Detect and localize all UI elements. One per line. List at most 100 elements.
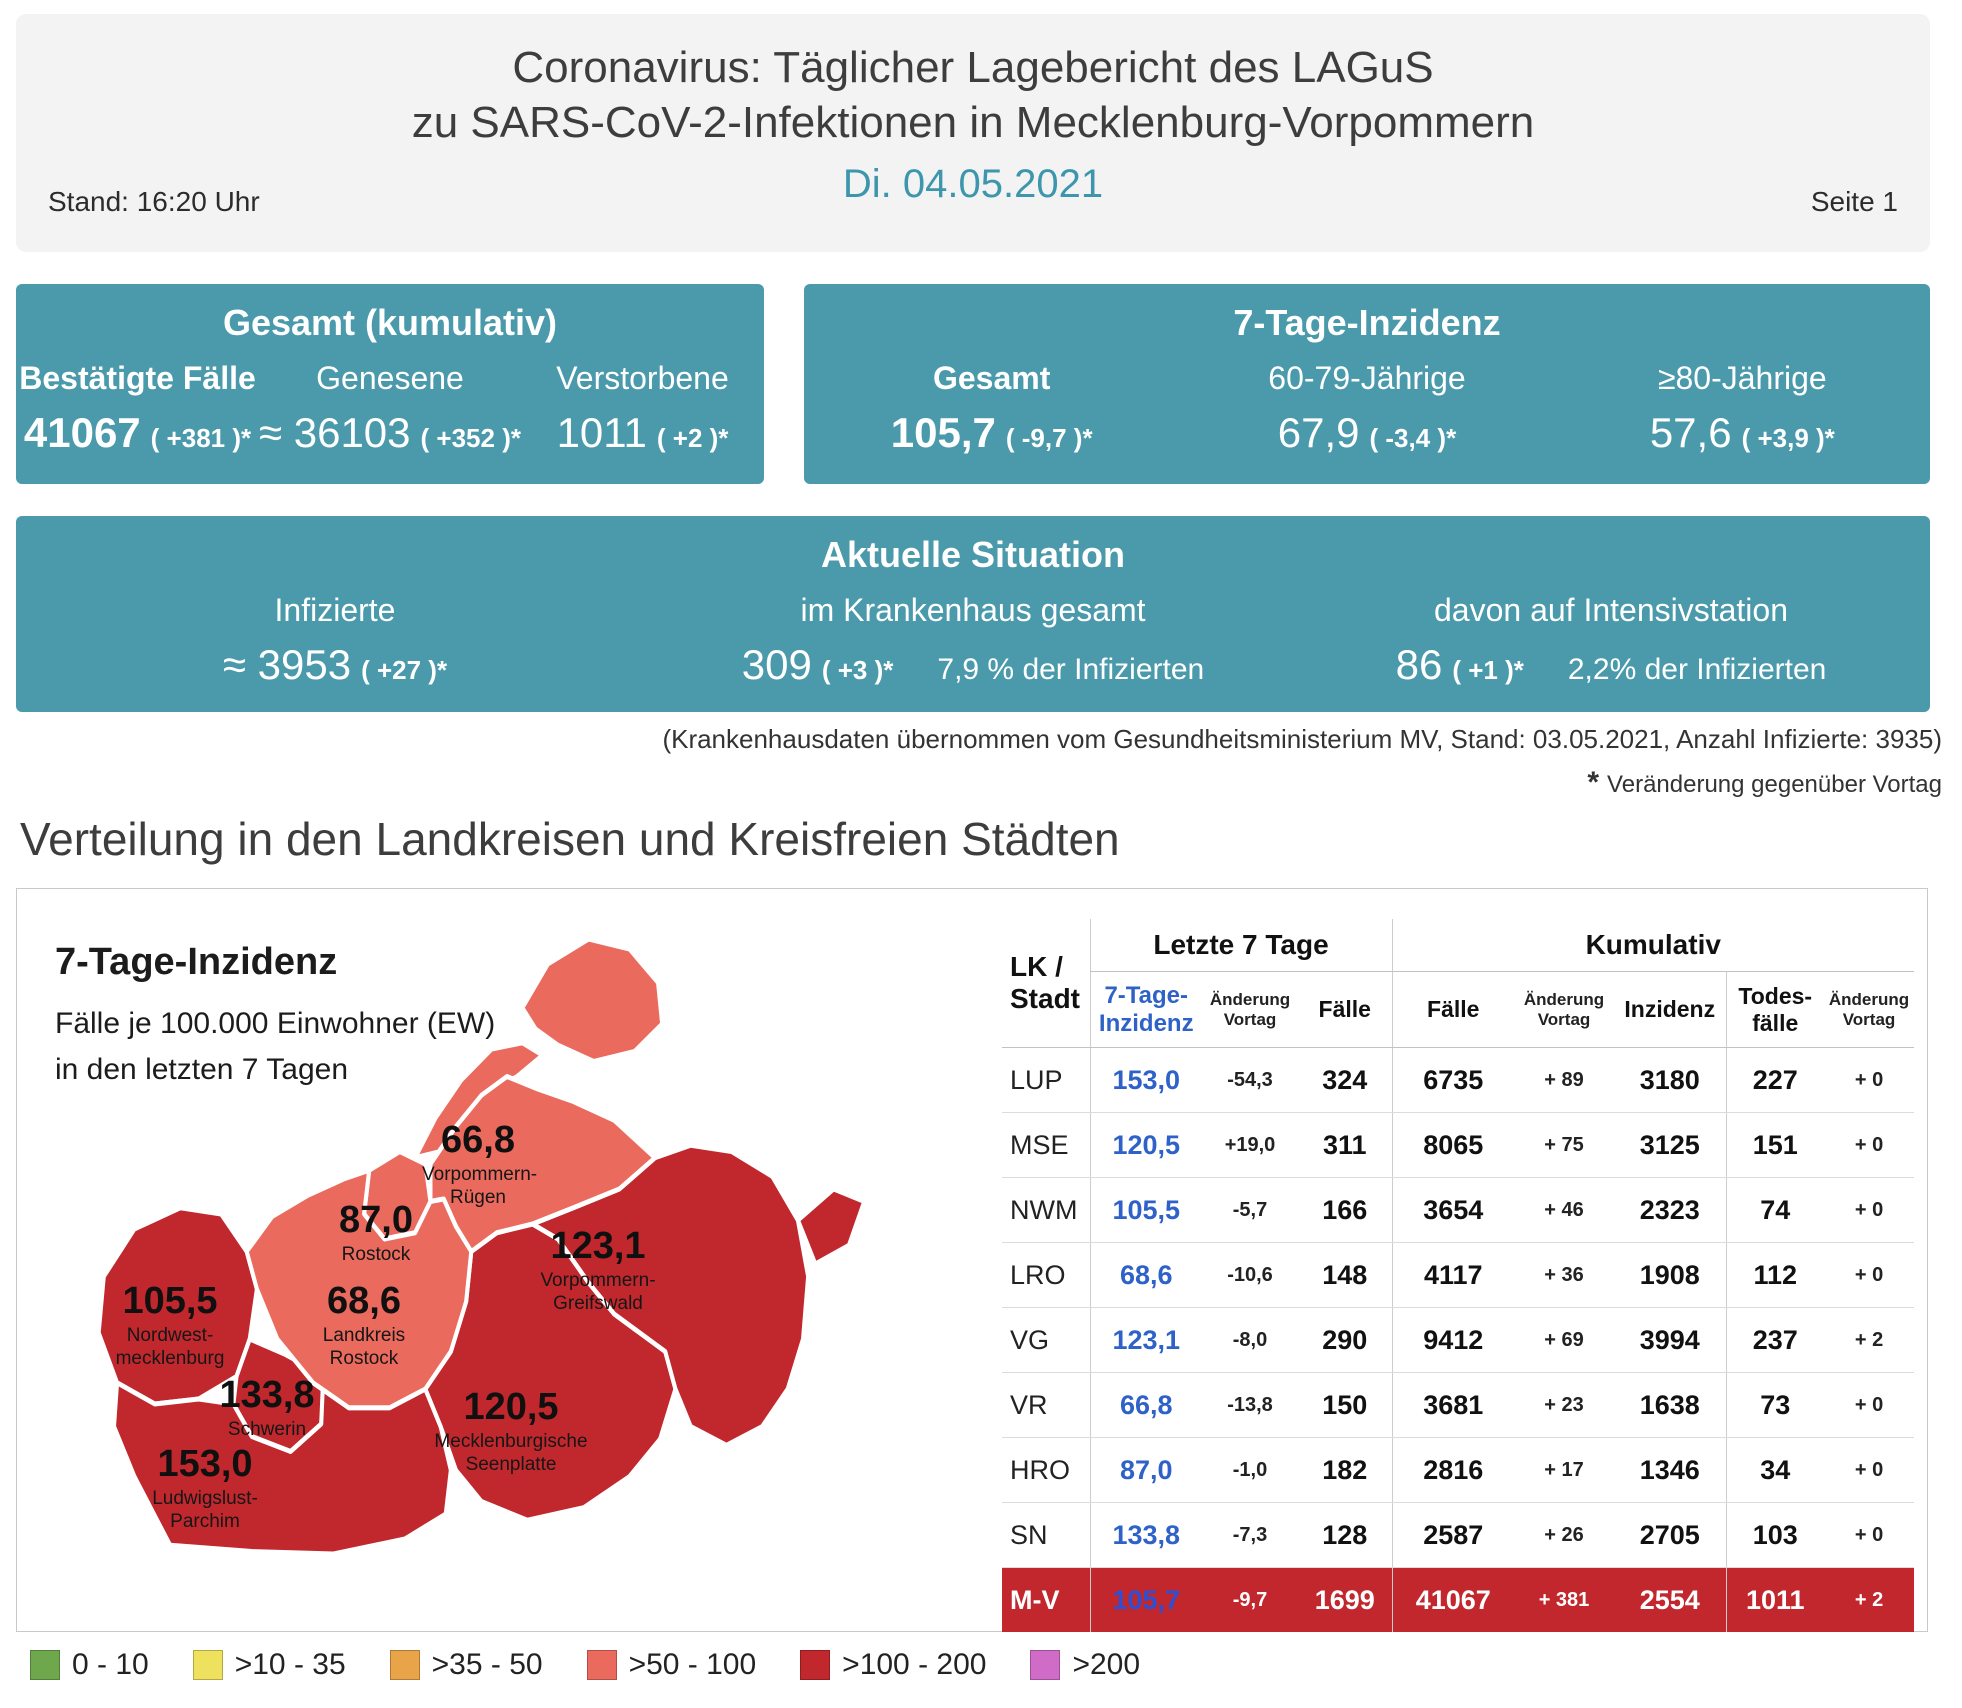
section-title: Verteilung in den Landkreisen und Kreisf… — [20, 813, 1120, 865]
region-incidence-value: 133,8 — [219, 1374, 315, 1416]
legend-label: >10 - 35 — [234, 1648, 346, 1681]
table-row: VG 123,1 -8,0 290 9412 + 69 3994 237 + 2 — [1002, 1307, 1915, 1374]
map-label-vorpommern-greifswald: 123,1 Vorpommern-Greifswald — [538, 1227, 658, 1316]
stat-cell: 73 — [1725, 1372, 1824, 1439]
region-name: Mecklenburgische Seenplatte — [434, 1431, 588, 1475]
district-abbr: MSE — [1002, 1112, 1090, 1179]
report-header: Coronavirus: Täglicher Lagebericht des L… — [16, 14, 1930, 252]
stat-cell: 290 — [1298, 1307, 1392, 1374]
legend-color-swatch — [192, 1650, 223, 1680]
stat-delta: ( +27 )* — [361, 655, 448, 685]
report-title-line2: zu SARS-CoV-2-Infektionen in Mecklenburg… — [411, 98, 1535, 147]
stat-cell: -13,8 — [1202, 1372, 1298, 1439]
report-title-line1: Coronavirus: Täglicher Lagebericht des L… — [512, 43, 1434, 92]
column-group-kumulativ: Kumulativ — [1391, 919, 1915, 972]
column-header-aenderung-vortag-kum: Änderung Vortag — [1514, 971, 1614, 1049]
stat-krankenhaus: im Krankenhaus gesamt 309 ( +3 )* 7,9 % de… — [654, 592, 1292, 689]
stat-cell: 74 — [1725, 1177, 1824, 1244]
stat-cell: 2587 — [1391, 1502, 1514, 1569]
stat-cell: -9,7 — [1202, 1567, 1298, 1633]
legend-label: >200 — [1072, 1648, 1141, 1681]
stat-label: 60-79-Jährige — [1268, 360, 1466, 396]
stat-value: 309 — [741, 641, 812, 688]
stat-delta: ( +352 )* — [420, 423, 521, 453]
region-incidence-value: 120,5 — [463, 1386, 559, 1428]
region-incidence-value: 66,8 — [441, 1119, 515, 1161]
stat-cell: 66,8 — [1089, 1372, 1202, 1439]
stat-cell: + 26 — [1514, 1502, 1614, 1569]
sieben-tage-inzidenz-box: 7-Tage-Inzidenz Gesamt 105,7 ( -9,7 )* 60… — [804, 284, 1930, 484]
stat-cell: -5,7 — [1202, 1177, 1298, 1244]
stat-cell: 133,8 — [1089, 1502, 1202, 1569]
district-abbr: HRO — [1002, 1437, 1090, 1504]
stat-cell: 8065 — [1391, 1112, 1514, 1179]
stat-cell: 2705 — [1614, 1502, 1726, 1569]
stat-cell: + 0 — [1824, 1502, 1915, 1569]
stat-cell: 4117 — [1391, 1242, 1514, 1309]
gesamt-kumulativ-box: Gesamt (kumulativ) Bestätigte Fälle 4106… — [16, 284, 764, 484]
stat-cell: -7,3 — [1202, 1502, 1298, 1569]
stat-label: Gesamt — [932, 360, 1051, 396]
legend-color-swatch — [389, 1650, 420, 1680]
stat-cell: 41067 — [1391, 1567, 1514, 1633]
stat-label: Bestätigte Fälle — [19, 360, 256, 396]
stat-cell: 9412 — [1391, 1307, 1514, 1374]
stat-value: ≈ 3953 — [222, 641, 352, 688]
stat-cell: 1346 — [1614, 1437, 1726, 1504]
stat-delta: ( -9,7 )* — [1005, 423, 1093, 453]
footnote-hospital-data: (Krankenhausdaten übernommen vom Gesundh… — [662, 724, 1942, 754]
stat-cell: + 0 — [1824, 1437, 1915, 1504]
map-subtitle-1: Fälle je 100.000 Einwohner (EW) — [55, 1007, 496, 1040]
legend-item: >200 — [1030, 1648, 1140, 1682]
column-header-lk-stadt: LK / Stadt — [1002, 919, 1090, 1049]
stat-cell: + 0 — [1824, 1242, 1915, 1309]
legend-label: >35 - 50 — [431, 1648, 543, 1681]
aktuelle-situation-box: Aktuelle Situation Infizierte ≈ 3953 ( +2… — [16, 516, 1930, 712]
stat-cell: 105,7 — [1089, 1567, 1202, 1633]
column-header-7-tage-inzidenz: 7-Tage-Inzidenz — [1089, 971, 1202, 1049]
stat-cell: + 17 — [1514, 1437, 1614, 1504]
stat-cell: 237 — [1725, 1307, 1824, 1374]
district-table: LK / Stadt Letzte 7 Tage Kumulativ 7-Tag… — [1002, 919, 1915, 1633]
stat-cell: 227 — [1725, 1047, 1824, 1114]
stat-cell: 112 — [1725, 1242, 1824, 1309]
region-name: Landkreis Rostock — [322, 1325, 406, 1369]
column-header-aenderung-vortag: Änderung Vortag — [1202, 971, 1298, 1049]
stat-cell: 3125 — [1614, 1112, 1726, 1179]
region-incidence-value: 153,0 — [157, 1443, 253, 1485]
map-region-vorpommern-greifswald — [530, 1142, 811, 1448]
column-header-faelle-kum: Fälle — [1391, 971, 1514, 1049]
legend-label: >50 - 100 — [628, 1648, 757, 1681]
stat-extra: 7,9 % der Infizierten — [937, 653, 1205, 686]
region-name: Nordwest-mecklenburg — [115, 1325, 225, 1369]
map-region-usedom — [795, 1186, 867, 1267]
stat-cell: -1,0 — [1202, 1437, 1298, 1504]
footnote-vortag-text: Veränderung gegenüber Vortag — [1607, 771, 1942, 798]
map-title: 7-Tage-Inzidenz — [55, 941, 338, 983]
legend-item: >100 - 200 — [800, 1648, 986, 1682]
map-label-ludwigslust-parchim: 153,0 Ludwigslust-Parchim — [144, 1445, 266, 1534]
stat-label: Verstorbene — [556, 360, 729, 396]
stat-cell: 2554 — [1614, 1567, 1726, 1633]
stat-cell: 6735 — [1391, 1047, 1514, 1114]
summary-row: Gesamt (kumulativ) Bestätigte Fälle 4106… — [16, 284, 1930, 484]
stat-verstorbene: Verstorbene 1011 ( +2 )* — [521, 360, 764, 457]
box-title: Gesamt (kumulativ) — [222, 302, 558, 343]
map-label-vorpommern-ruegen: 66,8 Vorpommern-Rügen — [422, 1119, 537, 1210]
stat-cell: 153,0 — [1089, 1047, 1202, 1114]
map-label-nordwestmecklenburg: 105,5 Nordwest-mecklenburg — [111, 1282, 229, 1371]
stat-cell: 182 — [1298, 1437, 1392, 1504]
stat-value: 41067 — [23, 409, 141, 456]
table-row-total: M-V 105,7 -9,7 1699 41067 + 381 2554 1011 + 2 — [1002, 1567, 1915, 1633]
table-row: VR 66,8 -13,8 150 3681 + 23 1638 73 + 0 — [1002, 1372, 1915, 1439]
table-row: LRO 68,6 -10,6 148 4117 + 36 1908 112 + 0 — [1002, 1242, 1915, 1309]
stat-extra: 2,2% der Infizierten — [1567, 653, 1827, 686]
region-name: Rostock — [341, 1244, 411, 1265]
stat-cell: + 89 — [1514, 1047, 1614, 1114]
stat-delta: ( +1 )* — [1452, 655, 1524, 685]
stat-cell: + 36 — [1514, 1242, 1614, 1309]
region-incidence-value: 123,1 — [550, 1225, 646, 1267]
stat-intensivstation: davon auf Intensivstation 86 ( +1 )* 2,2% … — [1292, 592, 1930, 689]
stat-value: ≈ 36103 — [259, 409, 411, 456]
column-group-letzte-7-tage: Letzte 7 Tage — [1089, 919, 1392, 972]
